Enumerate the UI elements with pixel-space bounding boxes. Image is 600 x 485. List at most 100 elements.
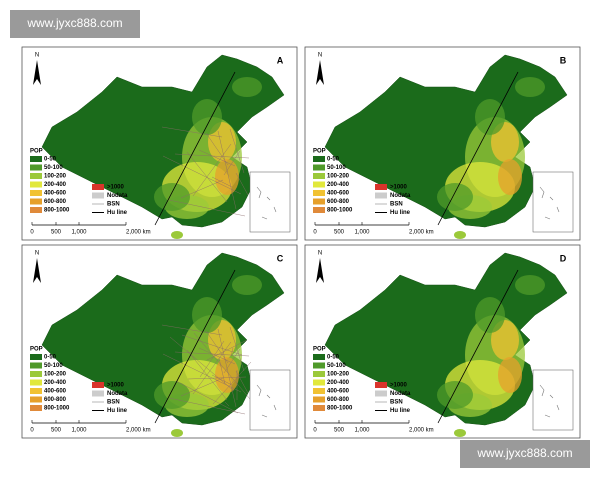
legend-label: 100-200 — [327, 174, 350, 180]
route-line — [224, 401, 230, 407]
route-line — [199, 340, 225, 378]
watermark: www.jyxc888.com — [476, 446, 572, 460]
legend-swatch — [313, 396, 325, 403]
route-line — [161, 324, 223, 336]
route-line — [192, 341, 232, 395]
scale-label: 0 — [30, 428, 34, 434]
north-arrow — [33, 60, 41, 85]
legend-title: POP — [313, 149, 326, 155]
route-line — [217, 328, 237, 408]
legend-label: Hu line — [107, 210, 128, 216]
legend-label: 600-800 — [327, 397, 350, 403]
route-line — [192, 143, 232, 197]
density-patch — [475, 99, 505, 135]
scale-label: 500 — [51, 428, 62, 434]
panel-label: B — [560, 55, 567, 65]
legend-label: Hu line — [390, 408, 411, 414]
legend-label: Nodata — [390, 193, 411, 199]
legend-label: Hu line — [390, 210, 411, 216]
legend-label: 0-50 — [44, 355, 57, 361]
legend-label: 50-100 — [44, 165, 63, 171]
north-label: N — [35, 251, 39, 257]
route-line — [180, 377, 224, 397]
legend-label: 800-1000 — [327, 406, 353, 412]
island — [171, 231, 183, 239]
scale-label: 2,000 km — [126, 230, 151, 236]
north-arrow — [316, 60, 324, 85]
inset-frame — [249, 171, 291, 233]
hu-line — [154, 269, 236, 424]
density-patch — [232, 77, 262, 97]
density-patch — [437, 381, 473, 409]
legend-label: Nodata — [107, 193, 128, 199]
legend-swatch — [375, 390, 387, 397]
density-patch — [515, 275, 545, 295]
island — [454, 231, 466, 239]
route-line — [211, 176, 233, 188]
legend-swatch — [313, 181, 325, 188]
legend-label: Nodata — [107, 391, 128, 397]
watermark-box — [10, 10, 140, 38]
legend-swatch — [313, 198, 325, 205]
legend-swatch — [30, 156, 42, 162]
route-line — [198, 149, 236, 167]
route-line — [198, 347, 236, 365]
route-line — [211, 374, 233, 386]
scale-label: 0 — [30, 230, 34, 236]
legend-swatch — [30, 354, 42, 360]
hu-line — [154, 71, 236, 226]
legend-swatch — [313, 207, 325, 213]
route-line — [168, 397, 246, 415]
legend-label: 600-800 — [44, 199, 67, 205]
density-patch — [192, 99, 222, 135]
legend-label: BSN — [390, 400, 403, 406]
route-line — [187, 376, 247, 380]
route-line — [169, 336, 235, 392]
route-line — [181, 334, 243, 356]
legend-swatch — [375, 192, 387, 199]
density-patch — [154, 183, 190, 211]
route-line — [186, 349, 228, 401]
density-patch — [475, 297, 505, 333]
hu-line — [437, 71, 519, 226]
route-line — [180, 179, 224, 199]
legend-label: 200-400 — [327, 182, 350, 188]
legend-title: POP — [30, 347, 43, 353]
legend-swatch — [30, 371, 42, 377]
route-line — [206, 339, 248, 361]
route-line — [161, 126, 223, 138]
route-line — [205, 330, 229, 364]
inset-frame — [249, 369, 291, 431]
legend-label: 600-800 — [327, 199, 350, 205]
scale-label: 500 — [334, 230, 345, 236]
route-line — [218, 357, 226, 385]
legend-label: 400-600 — [44, 389, 67, 395]
legend-label: 800-1000 — [44, 406, 70, 412]
scale-label: 1,000 — [354, 230, 370, 236]
scale-label: 1,000 — [71, 230, 87, 236]
legend-swatch — [30, 405, 42, 411]
legend-label: 100-200 — [327, 372, 350, 378]
legend-label: 800-1000 — [44, 208, 70, 214]
legend-swatch — [30, 164, 42, 171]
density-patch — [154, 381, 190, 409]
legend-label: 50-100 — [327, 363, 346, 369]
watermark: www.jyxc888.com — [26, 16, 122, 30]
density-patch — [215, 159, 239, 195]
route-line — [229, 128, 245, 174]
watermark-box — [460, 440, 590, 468]
north-label: N — [35, 53, 39, 59]
legend-swatch — [313, 156, 325, 162]
legend-swatch — [30, 198, 42, 205]
north-label: N — [318, 251, 322, 257]
legend-label: >1000 — [107, 185, 125, 191]
route-line — [168, 199, 246, 217]
route-line — [230, 347, 234, 357]
legend-label: 0-50 — [327, 157, 340, 163]
route-line — [205, 132, 229, 166]
legend-label: Hu line — [107, 408, 128, 414]
legend-label: >1000 — [390, 185, 408, 191]
